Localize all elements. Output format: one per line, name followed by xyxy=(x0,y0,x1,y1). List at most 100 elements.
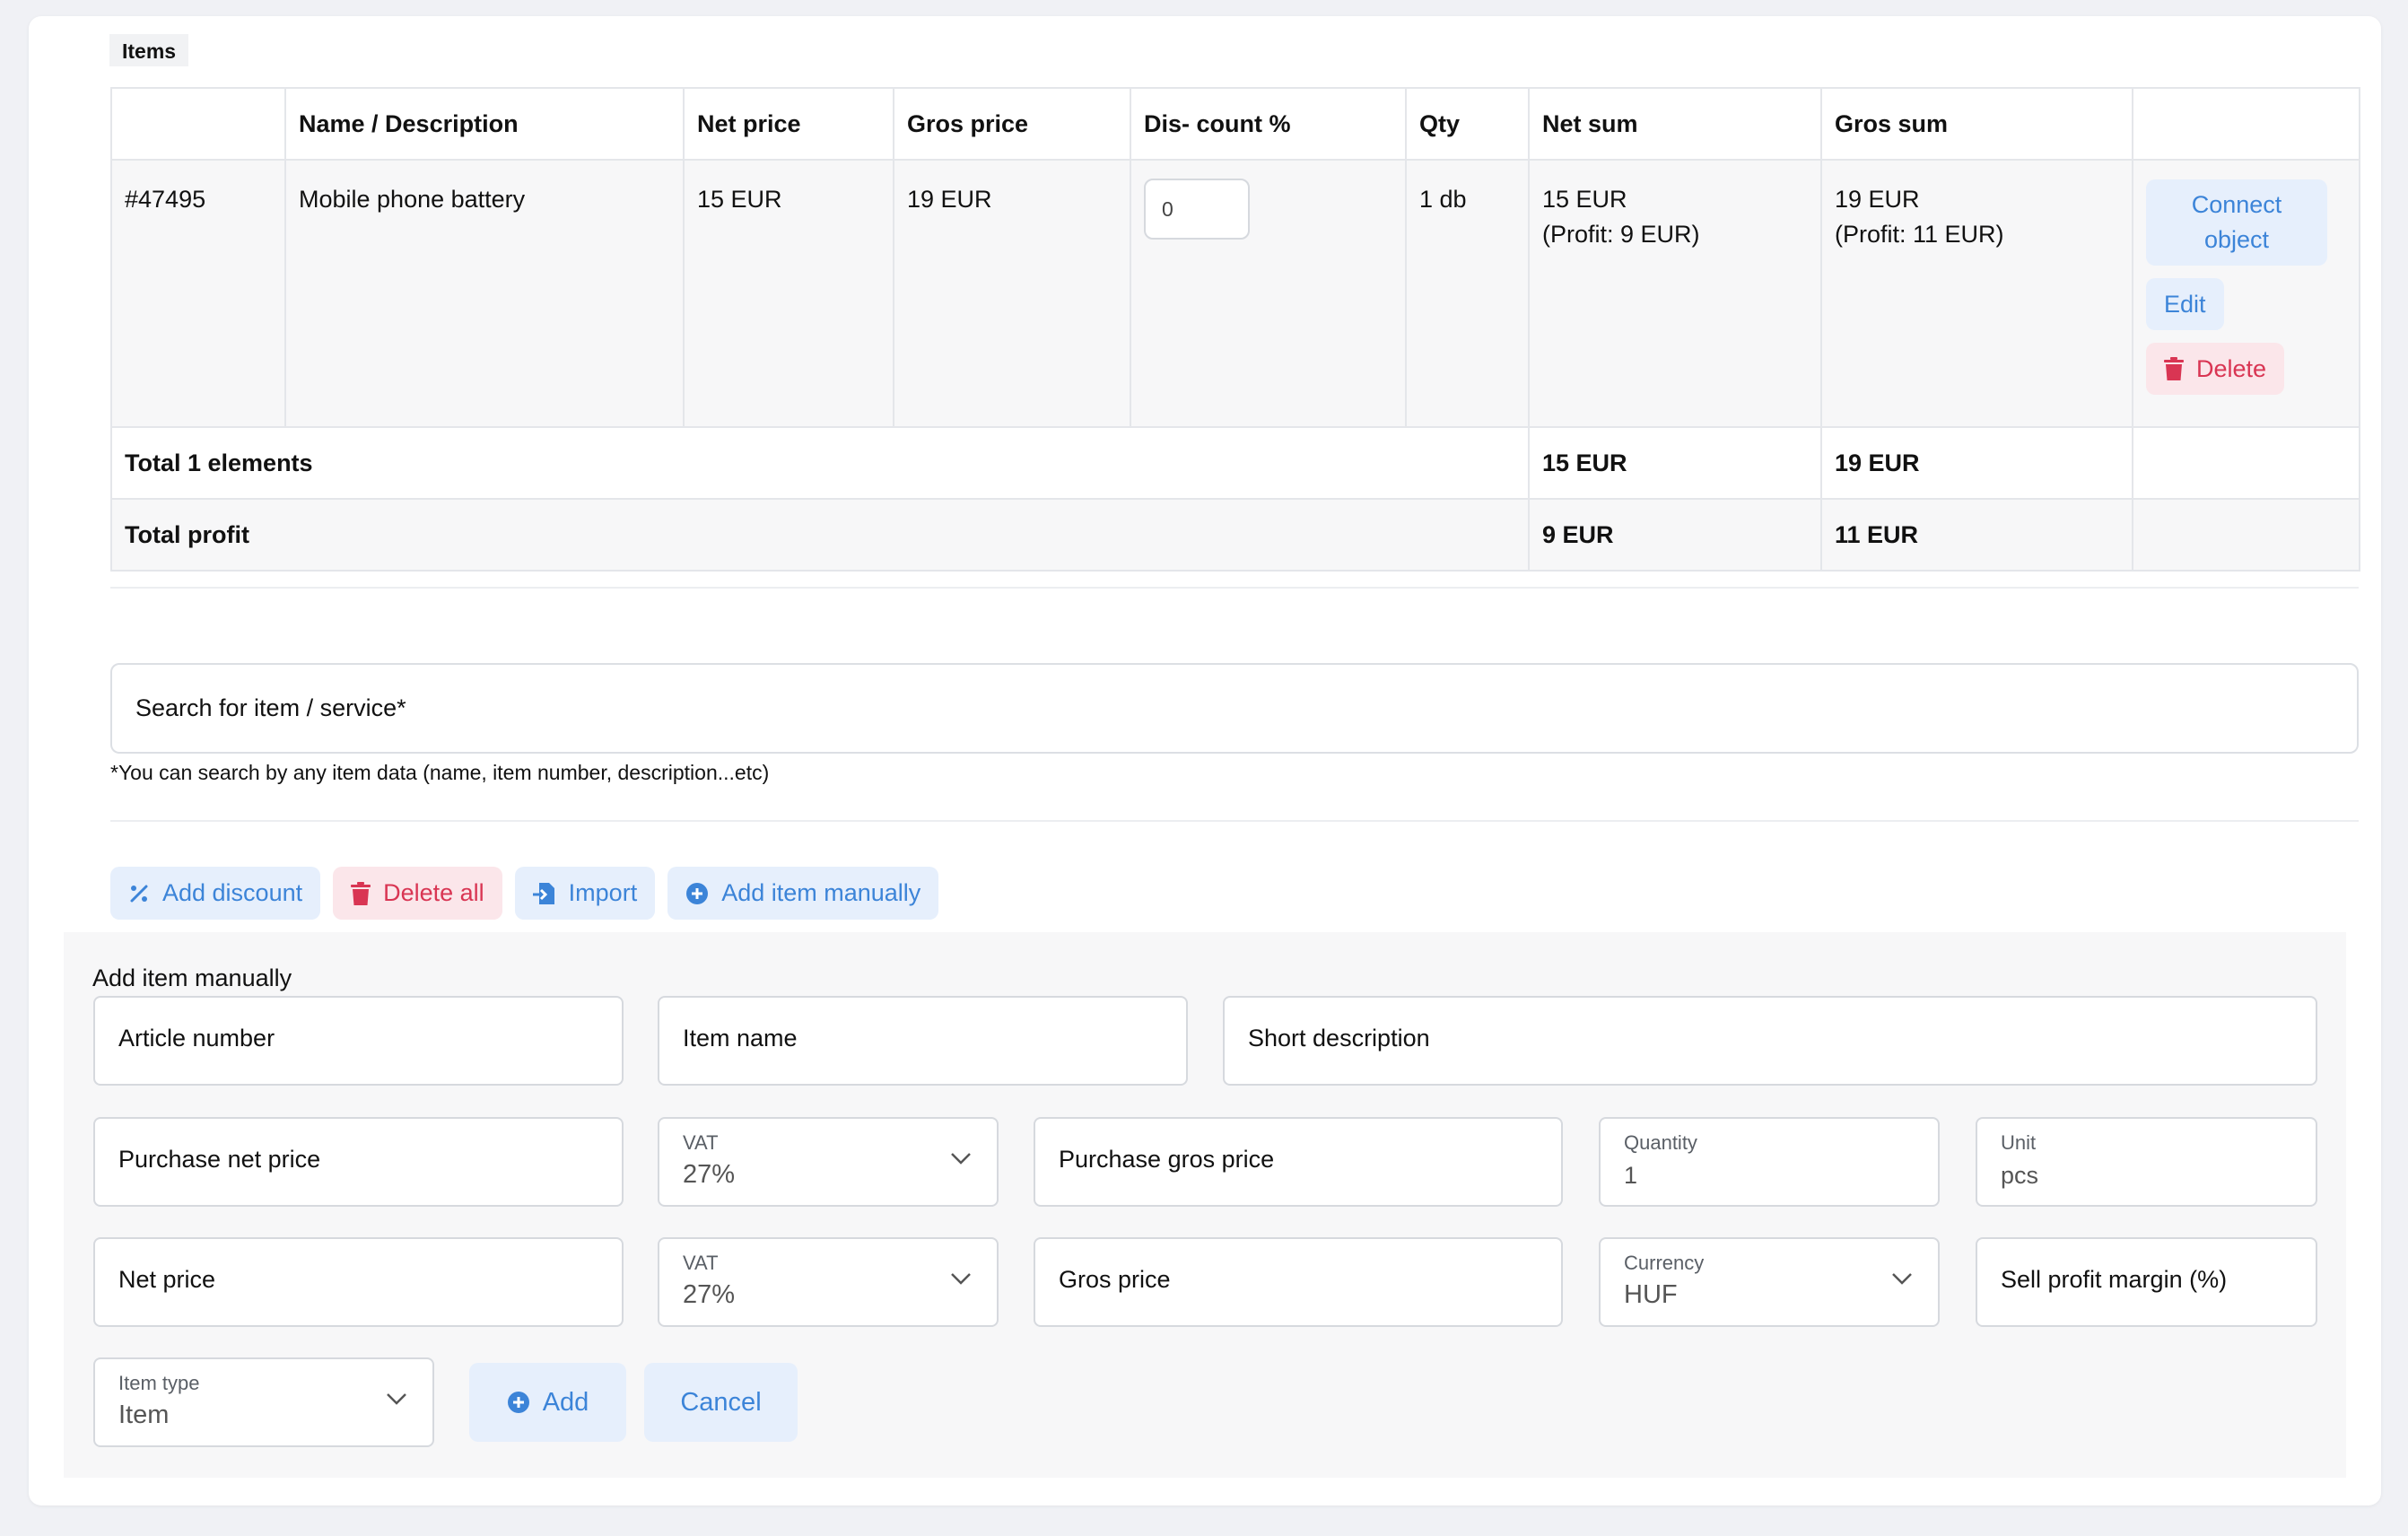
import-button[interactable]: Import xyxy=(514,867,656,920)
short-description-field[interactable]: Short description xyxy=(1223,996,2317,1086)
section-title: Items xyxy=(109,34,189,66)
plus-circle-icon xyxy=(686,882,709,904)
sell-profit-margin-placeholder: Sell profit margin (%) xyxy=(2001,1266,2228,1293)
items-card: Items Name / Description Net price Gros … xyxy=(29,16,2381,1505)
header-name: Name / Description xyxy=(284,87,685,161)
connect-line-1: Connect xyxy=(2191,191,2282,218)
vat-select-1[interactable]: VAT 27% xyxy=(658,1117,999,1207)
cancel-button[interactable]: Cancel xyxy=(644,1363,798,1442)
delete-all-button[interactable]: Delete all xyxy=(333,867,502,920)
article-number-field[interactable]: Article number xyxy=(93,996,624,1086)
net-price-field[interactable]: Net price xyxy=(93,1237,624,1327)
gros-price-placeholder: Gros price xyxy=(1059,1266,1171,1293)
item-actions-cell: Connect object Edit Delete xyxy=(2132,159,2360,428)
add-item-manually-button[interactable]: Add item manually xyxy=(667,867,939,920)
delete-all-label: Delete all xyxy=(383,879,484,906)
item-gros-profit: (Profit: 11 EUR) xyxy=(1835,221,2004,248)
unit-field[interactable]: Unit pcs xyxy=(1976,1117,2317,1207)
discount-input[interactable]: 0 xyxy=(1144,179,1250,240)
import-file-icon xyxy=(532,882,554,904)
item-name-field[interactable]: Item name xyxy=(658,996,1188,1086)
item-gros-sum: 19 EUR xyxy=(1835,186,1920,213)
unit-label: Unit xyxy=(2001,1131,2037,1154)
table-header-row: Name / Description Net price Gros price … xyxy=(110,87,2360,161)
add-button[interactable]: Add xyxy=(469,1363,626,1442)
connect-object-button[interactable]: Connect object xyxy=(2146,179,2327,266)
header-actions xyxy=(2132,87,2360,161)
edit-button[interactable]: Edit xyxy=(2146,278,2224,330)
item-name: Mobile phone battery xyxy=(284,159,685,428)
item-net-sum: 15 EUR xyxy=(1542,186,1627,213)
add-label: Add xyxy=(542,1387,589,1417)
delete-button[interactable]: Delete xyxy=(2146,343,2285,395)
item-gros-price: 19 EUR xyxy=(893,159,1131,428)
header-net-price: Net price xyxy=(683,87,894,161)
unit-value: pcs xyxy=(2001,1162,2039,1189)
item-type-value: Item xyxy=(118,1401,170,1429)
item-discount-cell: 0 xyxy=(1130,159,1407,428)
header-qty: Qty xyxy=(1405,87,1530,161)
header-gros-price: Gros price xyxy=(893,87,1131,161)
vat-select-2[interactable]: VAT 27% xyxy=(658,1237,999,1327)
profit-label: Total profit xyxy=(110,498,1530,572)
purchase-gros-price-field[interactable]: Purchase gros price xyxy=(1034,1117,1563,1207)
quantity-field[interactable]: Quantity 1 xyxy=(1599,1117,1940,1207)
item-name-placeholder: Item name xyxy=(683,1025,798,1052)
purchase-net-price-field[interactable]: Purchase net price xyxy=(93,1117,624,1207)
divider xyxy=(110,820,2359,822)
total-label: Total 1 elements xyxy=(110,426,1530,500)
article-number-placeholder: Article number xyxy=(118,1025,275,1052)
header-net-sum: Net sum xyxy=(1528,87,1822,161)
total-gros: 19 EUR xyxy=(1820,426,2133,500)
short-description-placeholder: Short description xyxy=(1248,1025,1430,1052)
divider xyxy=(110,587,2359,589)
action-bar: Add discount Delete all Import Add item … xyxy=(110,867,939,920)
item-net-profit: (Profit: 9 EUR) xyxy=(1542,221,1700,248)
profit-gros: 11 EUR xyxy=(1820,498,2133,572)
vat-value: 27% xyxy=(683,1280,736,1309)
chevron-down-icon xyxy=(387,1393,406,1405)
item-type-label: Item type xyxy=(118,1372,200,1394)
chevron-down-icon xyxy=(951,1153,971,1165)
header-gros-sum: Gros sum xyxy=(1820,87,2133,161)
panel-title: Add item manually xyxy=(92,964,292,991)
header-id xyxy=(110,87,286,161)
currency-select[interactable]: Currency HUF xyxy=(1599,1237,1940,1327)
percent-icon xyxy=(130,885,148,902)
sell-profit-margin-field[interactable]: Sell profit margin (%) xyxy=(1976,1237,2317,1327)
vat-label: VAT xyxy=(683,1131,719,1154)
connect-line-2: object xyxy=(2203,226,2270,253)
item-qty: 1 db xyxy=(1405,159,1530,428)
import-label: Import xyxy=(568,879,638,906)
plus-circle-icon xyxy=(507,1392,529,1413)
item-gros-sum-cell: 19 EUR (Profit: 11 EUR) xyxy=(1820,159,2133,428)
item-type-select[interactable]: Item type Item xyxy=(93,1357,434,1447)
search-input[interactable]: Search for item / service* xyxy=(110,663,2359,754)
gros-price-field[interactable]: Gros price xyxy=(1034,1237,1563,1327)
purchase-net-price-placeholder: Purchase net price xyxy=(118,1146,321,1173)
add-discount-label: Add discount xyxy=(162,879,303,906)
trash-icon xyxy=(2164,357,2184,380)
items-table: Name / Description Net price Gros price … xyxy=(110,87,2360,572)
vat-label: VAT xyxy=(683,1252,719,1274)
table-row: #47495 Mobile phone battery 15 EUR 19 EU… xyxy=(110,159,2360,428)
add-item-manually-panel: Add item manually Article number Item na… xyxy=(64,932,2346,1478)
header-discount: Dis- count % xyxy=(1130,87,1407,161)
currency-value: HUF xyxy=(1624,1280,1678,1309)
total-row: Total 1 elements 15 EUR 19 EUR xyxy=(110,426,2360,500)
chevron-down-icon xyxy=(1892,1273,1912,1285)
trash-icon xyxy=(351,881,371,905)
quantity-label: Quantity xyxy=(1624,1131,1697,1154)
add-discount-button[interactable]: Add discount xyxy=(110,867,321,920)
quantity-value: 1 xyxy=(1624,1162,1638,1189)
item-net-sum-cell: 15 EUR (Profit: 9 EUR) xyxy=(1528,159,1822,428)
purchase-gros-price-placeholder: Purchase gros price xyxy=(1059,1146,1275,1173)
profit-row: Total profit 9 EUR 11 EUR xyxy=(110,498,2360,572)
item-id: #47495 xyxy=(110,159,286,428)
net-price-placeholder: Net price xyxy=(118,1266,216,1293)
currency-label: Currency xyxy=(1624,1252,1705,1274)
item-net-price: 15 EUR xyxy=(683,159,894,428)
chevron-down-icon xyxy=(951,1273,971,1285)
total-net: 15 EUR xyxy=(1528,426,1822,500)
profit-net: 9 EUR xyxy=(1528,498,1822,572)
